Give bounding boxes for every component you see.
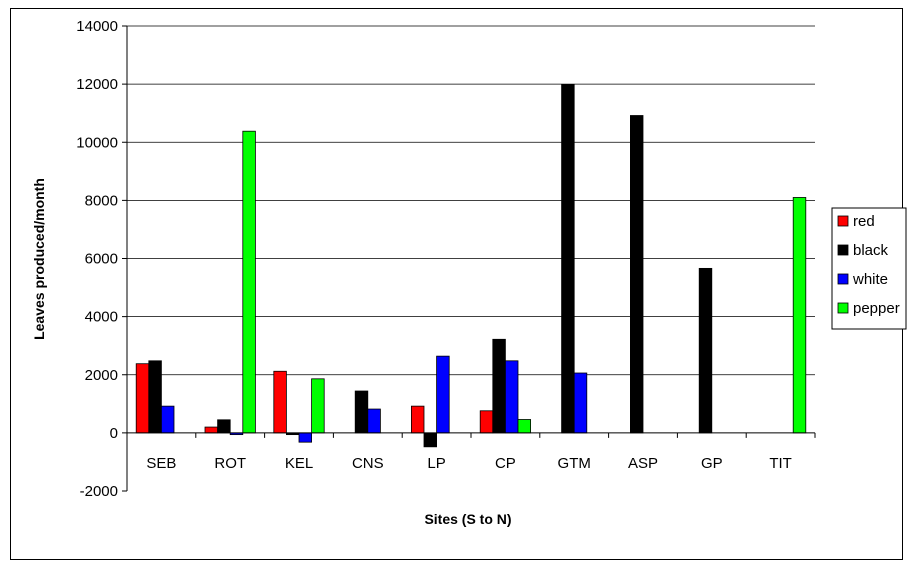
y-tick-label: 4000 [85, 309, 118, 326]
legend-label-white: white [852, 271, 888, 288]
bar-black-lp [423, 432, 438, 448]
y-tick-label: 6000 [85, 251, 118, 268]
bar-black-cp [492, 338, 506, 434]
x-tick-label: TIT [769, 455, 792, 472]
x-tick-label: ROT [214, 455, 246, 472]
legend-swatch-black [837, 244, 849, 256]
bar-pepper-rot [242, 130, 256, 434]
bar-white-cns [367, 408, 381, 434]
x-tick-label: GP [701, 455, 723, 472]
bar-red-rot [204, 426, 219, 434]
legend-swatch-white [837, 273, 849, 285]
bar-white-gtm [573, 372, 588, 434]
bar-red-seb [135, 363, 150, 434]
y-tick-label: -2000 [80, 483, 118, 500]
bar-black-cns [354, 390, 369, 434]
bar-white-seb [160, 405, 175, 434]
chart-frame [10, 8, 903, 560]
bar-red-kel [273, 370, 287, 434]
bar-black-gtm [561, 84, 575, 434]
legend-label-black: black [853, 242, 889, 259]
x-axis-title: Sites (S to N) [424, 511, 511, 527]
bar-black-asp [630, 115, 644, 434]
bar-pepper-tit [792, 197, 807, 434]
x-tick-label: ASP [628, 455, 658, 472]
bar-pepper-kel [311, 378, 325, 434]
axes [122, 25, 816, 492]
legend-label-red: red [853, 213, 875, 230]
x-tick-label: SEB [146, 455, 176, 472]
x-tick-label: CP [495, 455, 516, 472]
x-tick-label: LP [427, 455, 445, 472]
y-tick-label: 14000 [76, 18, 118, 35]
bar-black-gp [698, 267, 713, 434]
bar-black-rot [217, 419, 231, 434]
bar-red-cp [479, 410, 494, 434]
bar-white-lp [436, 355, 450, 434]
y-tick-label: 10000 [76, 134, 118, 151]
y-axis-title: Leaves produced/month [31, 178, 47, 340]
y-tick-label: 12000 [76, 76, 118, 93]
x-tick-label: CNS [352, 455, 384, 472]
legend-swatch-pepper [837, 302, 849, 314]
legend-swatch-red [837, 215, 849, 227]
legend: red black white pepper [831, 207, 907, 330]
legend-label-pepper: pepper [853, 300, 900, 317]
bar-red-lp [410, 405, 425, 434]
y-tick-label: 0 [110, 425, 118, 442]
bar-black-seb [148, 360, 162, 434]
x-tick-label: KEL [285, 455, 313, 472]
y-tick-label: 8000 [85, 192, 118, 209]
bars [135, 84, 807, 448]
y-tick-label: 2000 [85, 367, 118, 384]
bar-pepper-cp [517, 419, 532, 434]
bar-white-cp [504, 360, 519, 434]
bar-white-kel [298, 432, 313, 443]
tick-labels: -2000 0 2000 4000 6000 8000 10000 12000 14000 SEB… [76, 18, 792, 500]
x-tick-label: GTM [558, 455, 591, 472]
